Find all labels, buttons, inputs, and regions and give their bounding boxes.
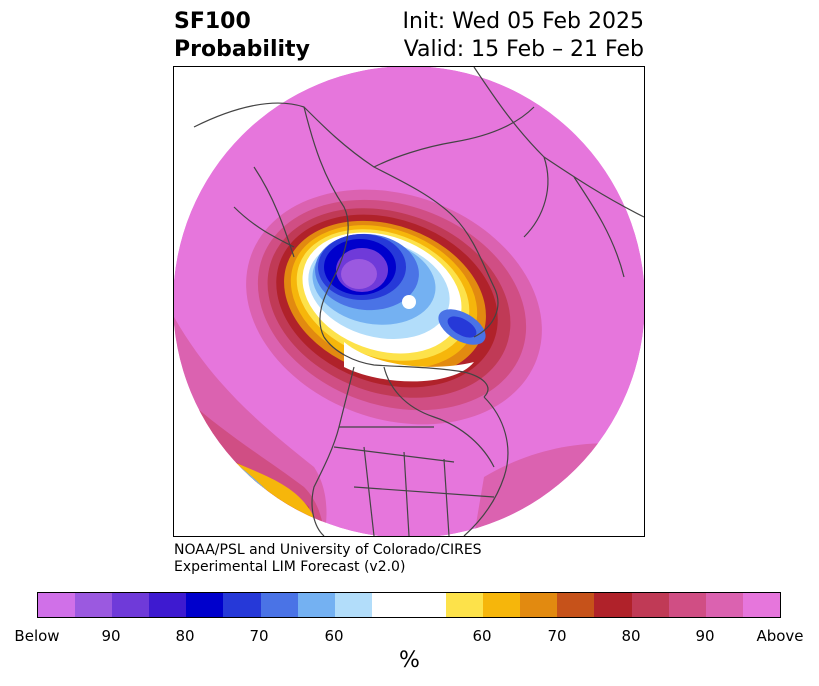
colorbar-ticks: Below 90 80 70 60 60 70 80 90 Above [0, 627, 819, 647]
colorbar-swatch [371, 593, 447, 617]
colorbar-swatch [149, 593, 187, 617]
colorbar-tick-label: 80 [175, 627, 195, 645]
colorbar-swatch [668, 593, 706, 617]
map-panel [173, 66, 645, 537]
credit-text: NOAA/PSL and University of Colorado/CIRE… [174, 542, 482, 576]
probability-map [174, 67, 644, 536]
credit-line-2: Experimental LIM Forecast (v2.0) [174, 559, 406, 575]
colorbar-swatch [334, 593, 372, 617]
colorbar-tick-label: Below [14, 627, 60, 645]
colorbar-swatch [742, 593, 780, 617]
forecast-dates: Init: Wed 05 Feb 2025 Valid: 15 Feb – 21… [403, 8, 644, 64]
title-line-2: Probability [174, 37, 310, 62]
colorbar-swatch [705, 593, 743, 617]
title-line-1: SF100 [174, 9, 251, 34]
colorbar-tick-label: 60 [324, 627, 344, 645]
colorbar-swatch [483, 593, 521, 617]
colorbar-swatch [38, 593, 76, 617]
colorbar-tick-label: 80 [621, 627, 641, 645]
init-date: Init: Wed 05 Feb 2025 [402, 9, 644, 34]
colorbar-swatch [112, 593, 150, 617]
colorbar-swatch [186, 593, 224, 617]
coastlines [193, 67, 644, 536]
colorbar-swatch [594, 593, 632, 617]
colorbar-swatch [557, 593, 595, 617]
colorbar-swatch [260, 593, 298, 617]
colorbar-tick-label: 70 [249, 627, 269, 645]
colorbar-tick-label: 70 [547, 627, 567, 645]
colorbar-tick-label: Above [756, 627, 804, 645]
colorbar-tick-label: 90 [695, 627, 715, 645]
colorbar-tick-label: 90 [101, 627, 121, 645]
colorbar-swatch [446, 593, 484, 617]
colorbar-label: % [399, 648, 420, 673]
chart-title: SF100 Probability [174, 8, 310, 64]
colorbar-swatch [75, 593, 113, 617]
colorbar-swatch [520, 593, 558, 617]
colorbar-swatch [631, 593, 669, 617]
colorbar-tick-label: 60 [472, 627, 492, 645]
colorbar [37, 592, 781, 618]
colorbar-swatch [223, 593, 261, 617]
credit-line-1: NOAA/PSL and University of Colorado/CIRE… [174, 542, 482, 558]
north-pole-marker [402, 295, 416, 309]
colorbar-swatch [297, 593, 335, 617]
valid-range: Valid: 15 Feb – 21 Feb [403, 37, 644, 62]
